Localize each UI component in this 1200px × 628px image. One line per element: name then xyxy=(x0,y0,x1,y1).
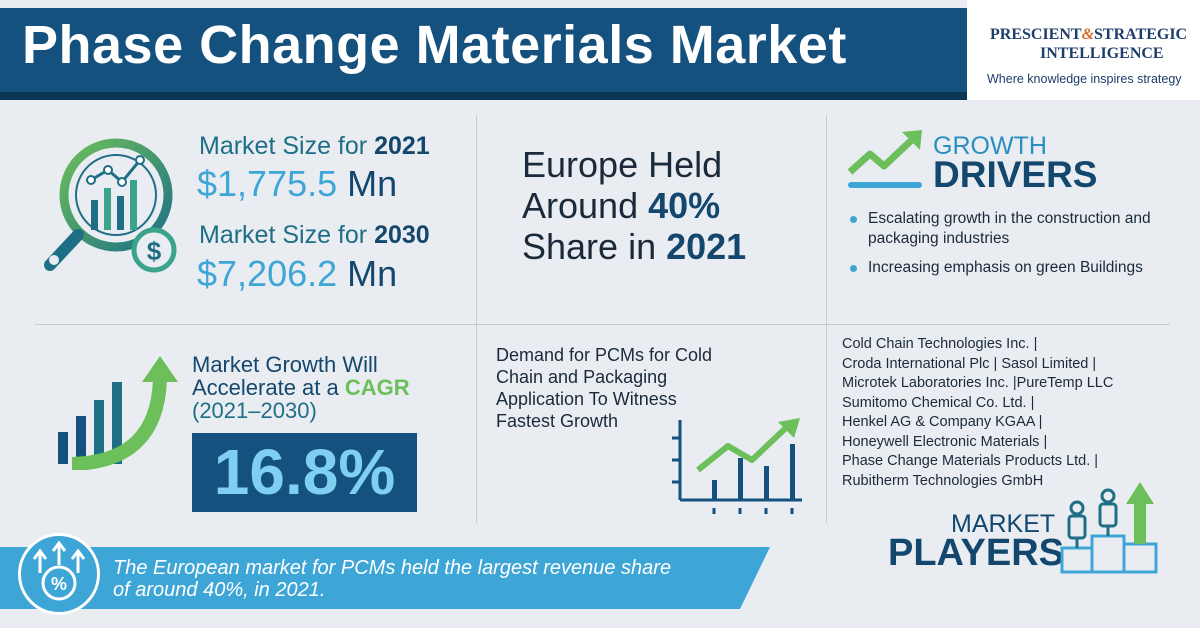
cagr-value: 16.8% xyxy=(192,433,417,512)
list-item: Escalating growth in the construction an… xyxy=(848,209,1178,249)
bar-growth-arrow-icon xyxy=(58,356,178,470)
divider xyxy=(826,115,827,523)
growth-drivers-heading-small: GROWTH xyxy=(933,132,1047,160)
title-banner xyxy=(0,8,985,100)
logo-line-1: PRESCIENT&STRATEGIC xyxy=(990,26,1188,43)
line-chart-icon xyxy=(672,418,802,514)
cagr-text: Market Growth Will Accelerate at a CAGR … xyxy=(192,352,410,423)
list-item: Increasing emphasis on green Buildings xyxy=(848,258,1178,278)
footer-text: The European market for PCMs held the la… xyxy=(113,557,672,601)
list-item: Henkel AG & Company KGAA | xyxy=(842,414,1043,430)
list-item: Sumitomo Chemical Co. Ltd. | xyxy=(842,394,1035,411)
logo-line-2: INTELLIGENCE xyxy=(1040,45,1164,62)
list-item: Honeywell Electronic Materials | xyxy=(842,433,1048,450)
magnifier-chart-icon: $ xyxy=(44,138,177,273)
svg-text:%: % xyxy=(51,574,67,594)
market-size-2030-value: $7,206.2 Mn xyxy=(197,253,398,294)
list-item: Phase Change Materials Products Ltd. | xyxy=(842,453,1099,469)
growth-drivers-list: Escalating growth in the construction an… xyxy=(848,209,1178,287)
market-size-2030-label: Market Size for 2030 xyxy=(199,221,430,249)
logo xyxy=(967,0,1200,100)
market-size-2021-value: $1,775.5 Mn xyxy=(197,163,398,204)
svg-text:$: $ xyxy=(147,236,162,266)
growth-drivers-heading: DRIVERS xyxy=(933,154,1098,195)
market-players-heading: PLAYERS xyxy=(888,532,1064,574)
list-item: Cold Chain Technologies Inc. | xyxy=(842,336,1038,352)
demand-text: Demand for PCMs for Cold Chain and Packa… xyxy=(496,345,713,431)
logo-tagline: Where knowledge inspires strategy xyxy=(987,72,1182,86)
market-size-2021-label: Market Size for 2021 xyxy=(199,132,430,160)
list-item: Croda International Plc | Sasol Limited … xyxy=(842,355,1097,372)
list-item: Rubitherm Technologies GmbH xyxy=(842,472,1044,489)
page-title: Phase Change Materials Market xyxy=(22,15,847,75)
percent-arrows-icon: % xyxy=(32,541,86,601)
podium-people-icon xyxy=(1060,482,1158,574)
footer-banner xyxy=(0,547,770,609)
trend-up-icon xyxy=(847,130,922,188)
list-item: Microtek Laboratories Inc. |PureTemp LLC xyxy=(842,375,1114,391)
europe-share-text: Europe Held Around 40% Share in 2021 xyxy=(522,144,747,267)
divider xyxy=(35,324,1170,325)
market-players-list: Cold Chain Technologies Inc. | Croda Int… xyxy=(842,335,1113,491)
divider xyxy=(476,115,477,523)
market-players-heading-small: MARKET xyxy=(951,510,1056,538)
